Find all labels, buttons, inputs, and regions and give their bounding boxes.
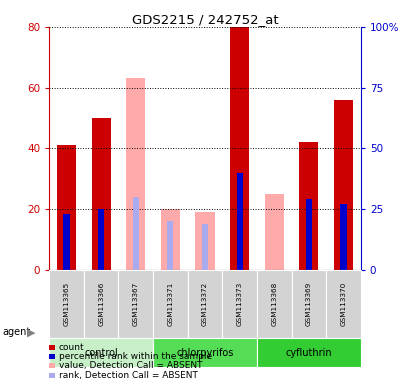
Bar <box>236 173 242 270</box>
FancyBboxPatch shape <box>49 270 83 338</box>
Bar <box>201 223 208 270</box>
Bar <box>91 118 110 270</box>
Bar <box>339 204 346 270</box>
Bar <box>63 214 70 270</box>
FancyBboxPatch shape <box>187 270 222 338</box>
FancyBboxPatch shape <box>153 270 187 338</box>
Text: GSM113368: GSM113368 <box>271 282 276 326</box>
Bar <box>333 100 352 270</box>
FancyBboxPatch shape <box>118 270 153 338</box>
Text: value, Detection Call = ABSENT: value, Detection Call = ABSENT <box>59 361 202 371</box>
Text: percentile rank within the sample: percentile rank within the sample <box>59 352 211 361</box>
Text: GSM113373: GSM113373 <box>236 282 242 326</box>
Text: count: count <box>59 343 84 352</box>
Bar <box>264 194 283 270</box>
FancyBboxPatch shape <box>256 338 360 367</box>
Text: rank, Detection Call = ABSENT: rank, Detection Call = ABSENT <box>59 371 198 380</box>
FancyBboxPatch shape <box>83 270 118 338</box>
Bar <box>126 78 145 270</box>
Bar <box>133 197 139 270</box>
Bar <box>305 199 311 270</box>
Text: ▶: ▶ <box>27 327 35 337</box>
Text: GSM113371: GSM113371 <box>167 282 173 326</box>
FancyBboxPatch shape <box>222 270 256 338</box>
Bar <box>57 145 76 270</box>
FancyBboxPatch shape <box>256 270 291 338</box>
FancyBboxPatch shape <box>49 338 153 367</box>
Bar <box>98 209 104 270</box>
Text: GSM113370: GSM113370 <box>339 282 346 326</box>
Text: cyfluthrin: cyfluthrin <box>285 348 331 358</box>
Text: agent: agent <box>2 327 30 337</box>
Title: GDS2215 / 242752_at: GDS2215 / 242752_at <box>131 13 278 26</box>
Bar <box>167 221 173 270</box>
Text: GSM113365: GSM113365 <box>63 282 70 326</box>
FancyBboxPatch shape <box>326 270 360 338</box>
Text: GSM113369: GSM113369 <box>305 282 311 326</box>
FancyBboxPatch shape <box>153 338 256 367</box>
Bar <box>160 209 180 270</box>
FancyBboxPatch shape <box>291 270 326 338</box>
Text: GSM113366: GSM113366 <box>98 282 104 326</box>
Text: chlorpyrifos: chlorpyrifos <box>176 348 233 358</box>
Text: GSM113372: GSM113372 <box>202 282 207 326</box>
Bar <box>299 142 318 270</box>
Text: GSM113367: GSM113367 <box>133 282 138 326</box>
Bar <box>195 212 214 270</box>
Text: control: control <box>84 348 118 358</box>
Bar <box>229 27 249 270</box>
